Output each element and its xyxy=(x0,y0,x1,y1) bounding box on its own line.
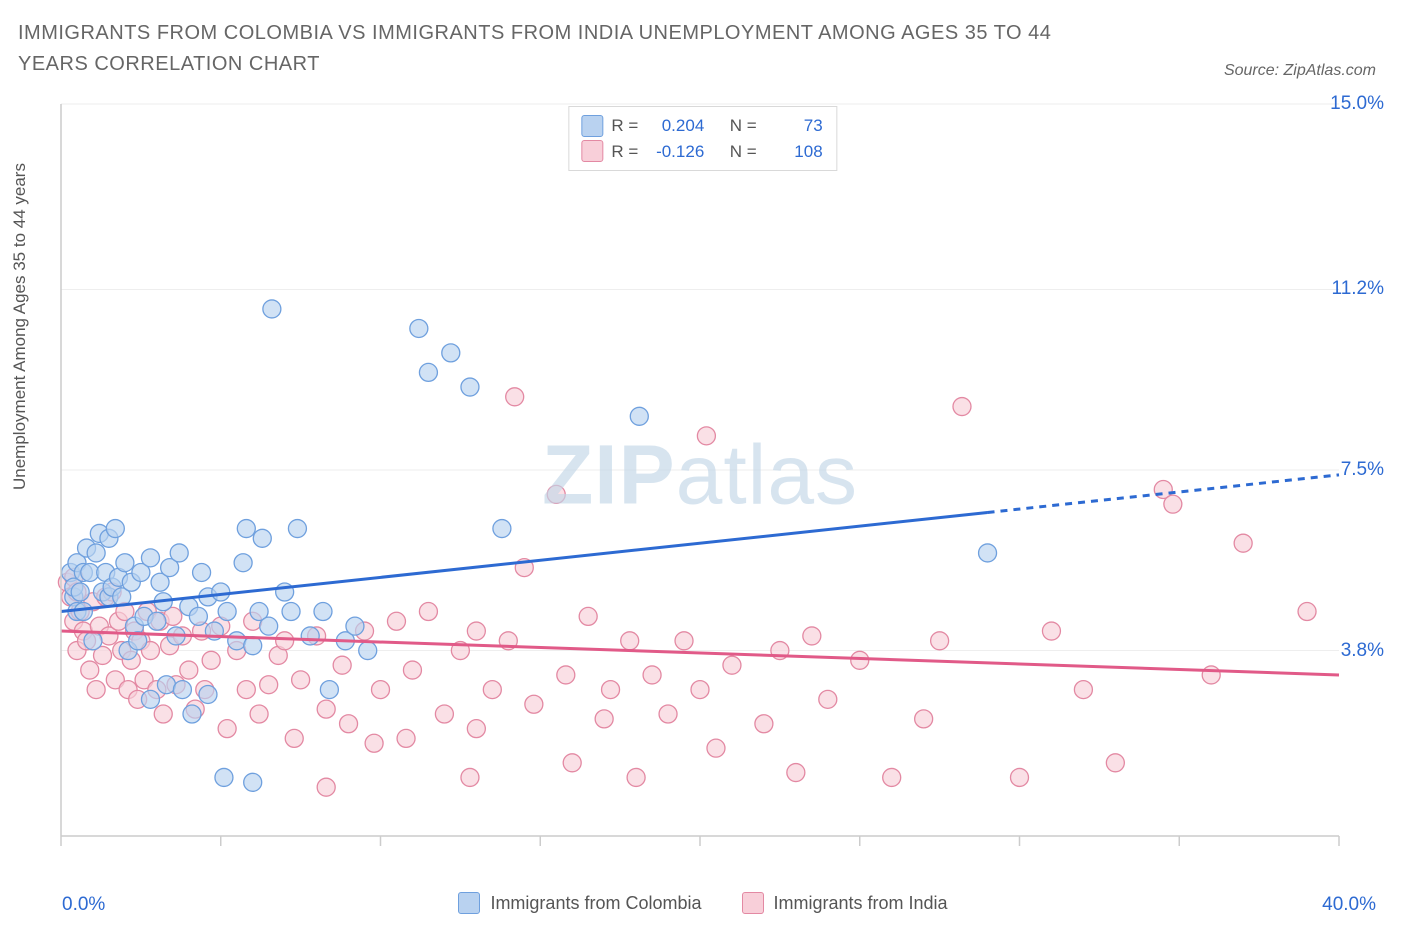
scatter-chart xyxy=(55,100,1345,850)
legend-r-value: -0.126 xyxy=(646,139,704,165)
chart-title: IMMIGRANTS FROM COLOMBIA VS IMMIGRANTS F… xyxy=(18,18,1078,80)
legend-series: Immigrants from Colombia Immigrants from… xyxy=(0,892,1406,914)
swatch-india xyxy=(581,140,603,162)
legend-label: Immigrants from Colombia xyxy=(490,893,701,914)
legend-n-label: N = xyxy=(730,139,757,165)
y-tick-label: 3.8% xyxy=(1341,640,1384,662)
plot-area: ZIPatlas xyxy=(55,100,1345,850)
legend-n-label: N = xyxy=(730,113,757,139)
legend-label: Immigrants from India xyxy=(774,893,948,914)
legend-stats-row: R = 0.204 N = 73 xyxy=(581,113,822,139)
y-tick-label: 7.5% xyxy=(1341,459,1384,481)
legend-r-value: 0.204 xyxy=(646,113,704,139)
legend-n-value: 73 xyxy=(765,113,823,139)
y-tick-label: 15.0% xyxy=(1330,93,1384,115)
legend-r-label: R = xyxy=(611,139,638,165)
source-citation: Source: ZipAtlas.com xyxy=(1224,62,1376,80)
swatch-colombia xyxy=(581,115,603,137)
legend-n-value: 108 xyxy=(765,139,823,165)
legend-r-label: R = xyxy=(611,113,638,139)
legend-stats: R = 0.204 N = 73 R = -0.126 N = 108 xyxy=(568,106,837,171)
legend-stats-row: R = -0.126 N = 108 xyxy=(581,139,822,165)
swatch-colombia xyxy=(458,892,480,914)
legend-item: Immigrants from Colombia xyxy=(458,892,701,914)
swatch-india xyxy=(742,892,764,914)
y-axis-label: Unemployment Among Ages 35 to 44 years xyxy=(10,163,30,490)
legend-item: Immigrants from India xyxy=(742,892,948,914)
y-tick-label: 11.2% xyxy=(1332,278,1384,300)
